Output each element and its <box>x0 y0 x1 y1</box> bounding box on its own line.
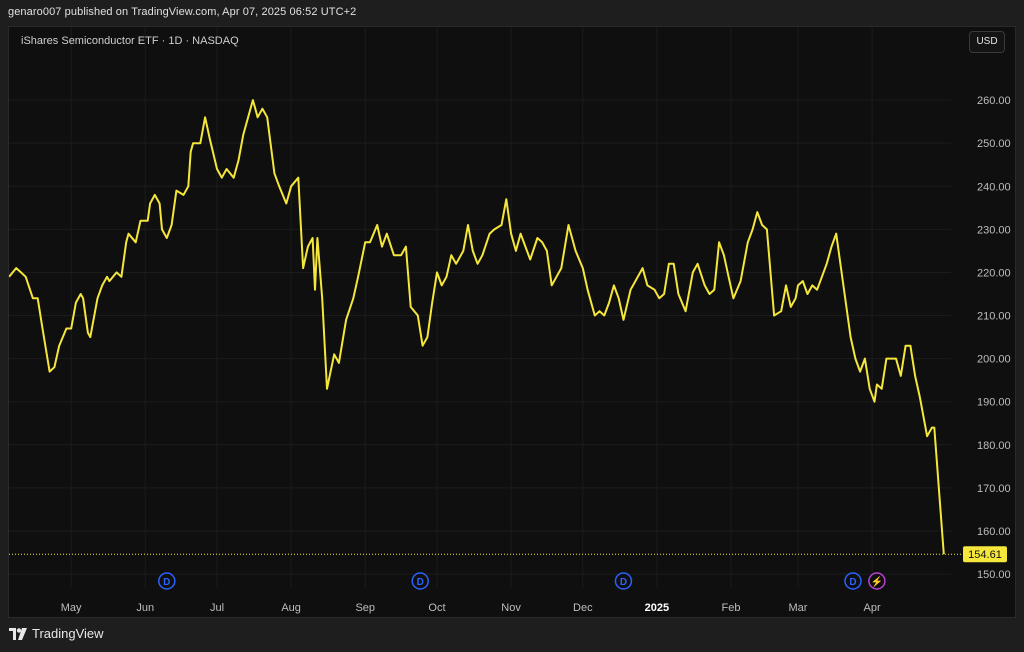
x-tick-label: Dec <box>573 602 593 614</box>
y-tick-label: 230.00 <box>977 224 1011 236</box>
dividend-marker-icon <box>411 572 429 590</box>
x-tick-label: Oct <box>428 602 445 614</box>
y-tick-label: 200.00 <box>977 354 1011 366</box>
marker-label: D <box>417 577 424 588</box>
dividend-marker-icon <box>158 572 176 590</box>
marker-label: ⚡ <box>871 575 883 588</box>
tradingview-brand[interactable]: TradingView <box>9 626 104 641</box>
y-tick-label: 170.00 <box>977 483 1011 495</box>
x-tick-label: Sep <box>355 602 375 614</box>
y-tick-label: 250.00 <box>977 138 1011 150</box>
y-tick-label: 210.00 <box>977 311 1011 323</box>
last-price-label: 154.61 <box>968 549 1002 561</box>
y-tick-label: 150.00 <box>977 569 1011 581</box>
dividend-marker-icon <box>844 572 862 590</box>
x-tick-label: Aug <box>281 602 301 614</box>
x-tick-label: May <box>61 602 82 614</box>
marker-label: D <box>163 577 170 588</box>
chart-frame: 150.00 160.00 170.00 180.00 190.00 200.00 210.… <box>8 26 1016 618</box>
y-tick-label: 180.00 <box>977 440 1011 452</box>
price-series-line <box>9 99 945 555</box>
tradingview-logo-icon <box>9 627 27 640</box>
currency-button[interactable]: USD <box>969 31 1005 53</box>
y-tick-label: 220.00 <box>977 267 1011 279</box>
marker-label: D <box>620 577 627 588</box>
y-tick-label: 240.00 <box>977 181 1011 193</box>
marker-label: D <box>849 577 856 588</box>
x-tick-label: Nov <box>501 602 521 614</box>
y-tick-label: 160.00 <box>977 526 1011 538</box>
x-tick-label: Apr <box>864 602 881 614</box>
x-tick-label: Jun <box>136 602 154 614</box>
y-tick-label: 190.00 <box>977 397 1011 409</box>
x-tick-label: 2025 <box>645 602 669 614</box>
event-marker-icon <box>868 572 886 590</box>
dividend-marker-icon <box>614 572 633 590</box>
brand-label: TradingView <box>32 626 104 641</box>
last-price-badge <box>963 546 1007 563</box>
y-tick-label: 260.00 <box>977 95 1011 107</box>
symbol-title[interactable]: iShares Semiconductor ETF · 1D · NASDAQ <box>21 35 239 47</box>
x-tick-label: Mar <box>789 602 808 614</box>
published-header: genaro007 published on TradingView.com, … <box>8 6 357 18</box>
price-chart[interactable]: 150.00 160.00 170.00 180.00 190.00 200.00 210.… <box>9 27 1017 619</box>
x-tick-label: Jul <box>210 602 224 614</box>
x-tick-label: Feb <box>722 602 741 614</box>
